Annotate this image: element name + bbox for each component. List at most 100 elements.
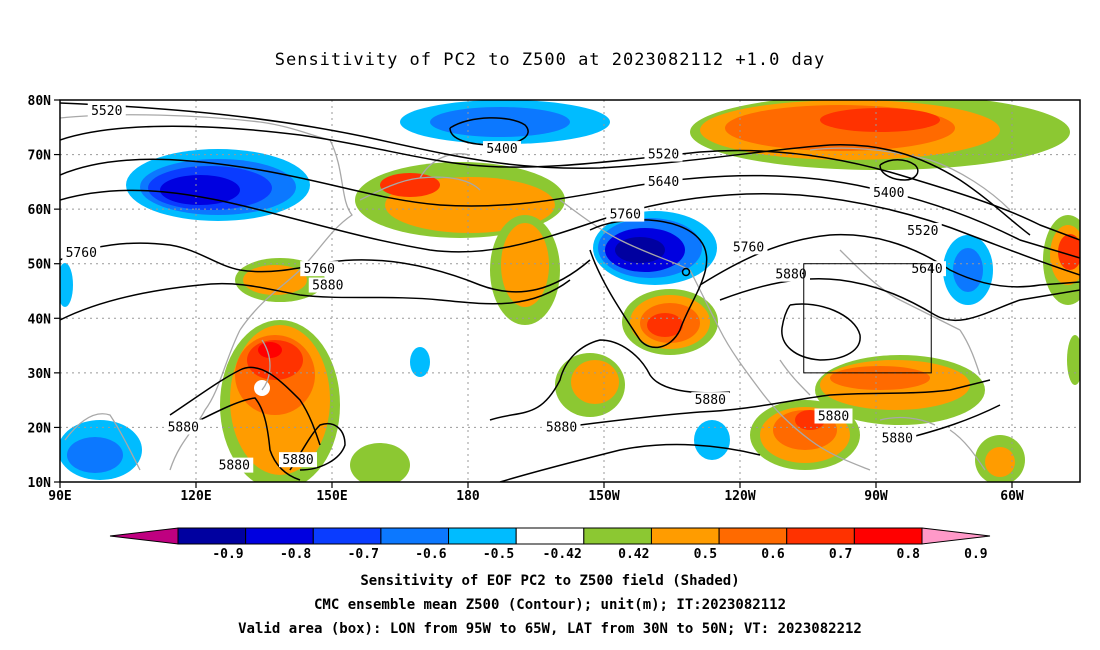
colorbar-swatch bbox=[109, 527, 179, 545]
colorbar-label: -0.8 bbox=[280, 547, 311, 562]
z500-contour-line bbox=[169, 366, 321, 446]
z500-contour-line bbox=[199, 397, 301, 481]
contour-value-label: 5760 bbox=[300, 261, 339, 277]
colorbar-swatch bbox=[650, 527, 720, 545]
contour-value-label: 5880 bbox=[772, 266, 810, 283]
negative-sensitivity-area bbox=[67, 437, 123, 473]
positive-sensitivity-area bbox=[985, 447, 1015, 477]
svg-text:5400: 5400 bbox=[486, 142, 517, 157]
lat-lon-grid bbox=[60, 100, 1080, 482]
contour-value-label: 5760 bbox=[729, 239, 768, 255]
z500-contour-line bbox=[719, 277, 1080, 322]
footer-line-2: CMC ensemble mean Z500 (Contour); unit(m… bbox=[313, 597, 786, 613]
longitude-label: 180 bbox=[456, 489, 480, 504]
positive-sensitivity-area bbox=[258, 342, 282, 358]
contour-value-label: 5880 bbox=[164, 419, 203, 435]
positive-sensitivity-area bbox=[254, 380, 270, 396]
z500-contour-line bbox=[60, 189, 1080, 276]
longitude-label: 60W bbox=[1000, 489, 1024, 504]
longitude-label: 120W bbox=[724, 489, 755, 504]
positive-sensitivity-area bbox=[820, 108, 940, 132]
positive-sensitivity-area bbox=[350, 443, 410, 482]
colorbar-swatch bbox=[515, 527, 585, 545]
positive-sensitivity-area bbox=[380, 173, 440, 197]
negative-sensitivity-area bbox=[694, 420, 730, 460]
positive-sensitivity-area bbox=[830, 366, 930, 390]
colorbar-label: 0.8 bbox=[897, 547, 921, 562]
svg-text:5760: 5760 bbox=[610, 208, 641, 223]
svg-text:5400: 5400 bbox=[873, 186, 904, 201]
contour-value-label: 5880 bbox=[215, 457, 254, 474]
contour-value-label: 5880 bbox=[878, 430, 917, 446]
svg-text:5880: 5880 bbox=[546, 420, 577, 435]
colorbar-swatch bbox=[718, 527, 788, 545]
latitude-label: 10N bbox=[28, 476, 52, 491]
longitude-label: 150E bbox=[316, 489, 347, 504]
contour-value-label: 5520 bbox=[644, 146, 683, 163]
longitude-label: 150W bbox=[588, 489, 619, 504]
negative-sensitivity-area bbox=[60, 263, 73, 307]
svg-text:5880: 5880 bbox=[818, 410, 849, 425]
latitude-label: 70N bbox=[28, 149, 52, 164]
latitude-label: 30N bbox=[28, 367, 52, 382]
svg-text:5640: 5640 bbox=[911, 262, 942, 277]
longitude-axis: 90E 120E 150E 180 150W 120W 90W 60W bbox=[48, 482, 1024, 504]
svg-text:5880: 5880 bbox=[775, 268, 806, 283]
colorbar-swatch bbox=[583, 527, 652, 545]
colorbar-label: 0.6 bbox=[761, 547, 785, 562]
plot-frame bbox=[59, 99, 1081, 483]
colorbar-label: 0.7 bbox=[829, 547, 852, 562]
z500-contour-line bbox=[499, 443, 761, 482]
colorbar-label: -0.42 bbox=[543, 547, 582, 562]
colorbar-label: 0.42 bbox=[618, 547, 649, 562]
contour-value-label: 5520 bbox=[903, 222, 942, 239]
colorbar-label: -0.9 bbox=[212, 547, 243, 562]
svg-text:5880: 5880 bbox=[282, 453, 313, 468]
colorbar-swatch bbox=[921, 527, 991, 545]
colorbar-swatch bbox=[312, 527, 382, 545]
contour-value-label: 5520 bbox=[87, 102, 126, 119]
z500-contour-line bbox=[879, 159, 919, 181]
footer-line-1: Sensitivity of EOF PC2 to Z500 field (Sh… bbox=[360, 573, 740, 589]
longitude-label: 120E bbox=[180, 489, 211, 504]
svg-text:5880: 5880 bbox=[695, 393, 726, 408]
positive-sensitivity-area bbox=[571, 360, 619, 404]
z500-contour-line bbox=[589, 219, 708, 349]
longitude-label: 90E bbox=[48, 489, 71, 504]
latitude-label: 40N bbox=[28, 312, 52, 327]
positive-sensitivity-area bbox=[1058, 234, 1080, 270]
valid-area-box bbox=[803, 263, 932, 374]
latitude-label: 80N bbox=[28, 94, 52, 109]
colorbar-swatch bbox=[177, 527, 247, 545]
z500-contour-line bbox=[579, 379, 991, 426]
colorbar-label: 0.5 bbox=[694, 547, 717, 562]
colorbar-swatch bbox=[380, 527, 450, 545]
colorbar-swatch bbox=[448, 527, 517, 545]
colorbar-swatch bbox=[786, 527, 855, 545]
z500-contour-line bbox=[681, 267, 691, 277]
contour-value-label: 5880 bbox=[542, 419, 581, 435]
positive-sensitivity-area bbox=[501, 223, 549, 307]
z500-contour-line bbox=[60, 279, 571, 321]
positive-sensitivity-area bbox=[647, 313, 683, 337]
svg-text:5520: 5520 bbox=[907, 224, 938, 239]
svg-text:5760: 5760 bbox=[304, 262, 335, 277]
svg-text:5760: 5760 bbox=[733, 240, 764, 255]
colorbar-label: 0.9 bbox=[964, 547, 987, 562]
svg-text:5880: 5880 bbox=[882, 431, 913, 446]
svg-text:5520: 5520 bbox=[91, 104, 122, 119]
latitude-label: 20N bbox=[28, 421, 52, 436]
footer-line-3: Valid area (box): LON from 95W to 65W, L… bbox=[238, 621, 862, 637]
latitude-label: 50N bbox=[28, 258, 52, 273]
colorbar-swatch bbox=[853, 527, 923, 545]
contour-value-label: 5880 bbox=[308, 277, 347, 294]
colorbar-swatch bbox=[245, 527, 314, 545]
longitude-label: 90W bbox=[864, 489, 888, 504]
contour-value-label: 5400 bbox=[483, 141, 521, 157]
negative-sensitivity-area bbox=[953, 248, 983, 292]
contour-value-label: 5880 bbox=[279, 452, 317, 468]
svg-text:5880: 5880 bbox=[168, 420, 199, 435]
contour-value-label: 5760 bbox=[606, 206, 645, 223]
contour-labels: 5520 5400 5520 5640 5400 5760 5760 5760 5880 5760… bbox=[62, 102, 946, 474]
